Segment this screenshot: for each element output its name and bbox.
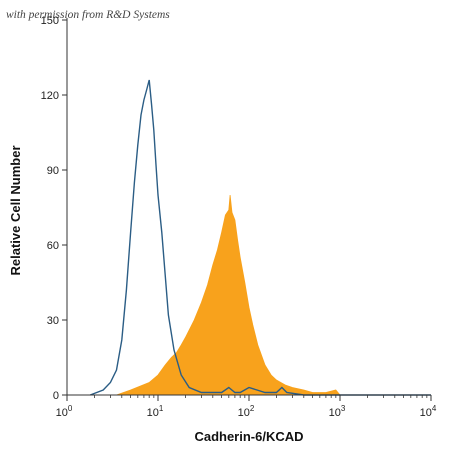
plot-series-group (89, 79, 431, 396)
x-tick-label: 101 (147, 404, 164, 419)
x-tick-label: 104 (420, 404, 437, 419)
filled-histogram (116, 194, 431, 396)
x-tick-label: 100 (56, 404, 73, 419)
y-tick-label: 90 (47, 165, 59, 177)
watermark-text: with permission from R&D Systems (6, 9, 170, 21)
y-tick-label: 30 (47, 315, 59, 327)
x-tick-label: 103 (329, 404, 346, 419)
outline-histogram (89, 79, 431, 396)
x-tick-label: 102 (238, 404, 255, 419)
y-axis-ticks: 0 30 60 90 120 150 (41, 15, 67, 402)
y-tick-label: 0 (53, 390, 59, 402)
y-tick-label: 150 (41, 15, 59, 27)
y-axis-title: Relative Cell Number (8, 145, 23, 275)
y-tick-label: 60 (47, 240, 59, 252)
x-axis-title: Cadherin-6/KCAD (194, 429, 303, 444)
x-axis-ticks: 100 101 102 103 104 (56, 395, 437, 419)
y-tick-label: 120 (41, 90, 59, 102)
